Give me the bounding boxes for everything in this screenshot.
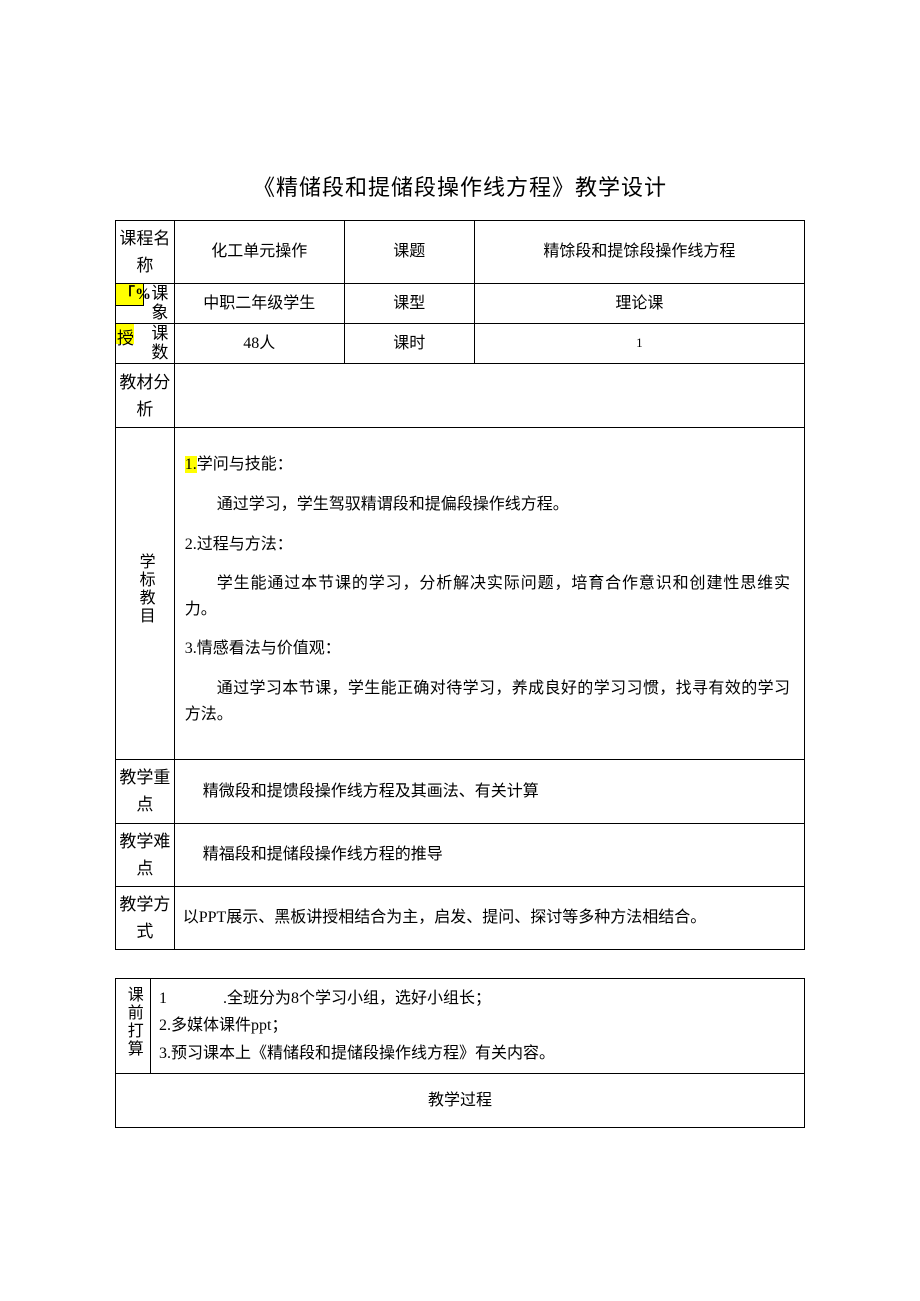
highlight-text: 1. (185, 456, 197, 473)
cell: 课时 (344, 324, 474, 364)
list-item: 3.预习课本上《精储段和提储段操作线方程》有关内容。 (159, 1040, 796, 1067)
corner-mark: 「% (116, 284, 144, 306)
table-row: 教学重点 精微段和提馈段操作线方程及其画法、有关计算 (116, 760, 805, 823)
vertical-label: 学标教目 (132, 553, 158, 625)
num: 1 (159, 990, 167, 1007)
label-char: 授 (117, 325, 134, 352)
lesson-plan-table-2: 课前打算 1 .全班分为8个学习小组，选好小组长； 2.多媒体课件ppt； 3.预… (115, 978, 805, 1128)
row-label: 「% 课象 (116, 284, 175, 324)
row-label: 学标教目 (116, 428, 175, 760)
cell: 精微段和提馈段操作线方程及其画法、有关计算 (174, 760, 804, 823)
table-row: 学标教目 1.学问与技能： 通过学习，学生驾驭精谓段和提偏段操作线方程。 2.过… (116, 428, 805, 760)
table-row: 教学难点 精福段和提储段操作线方程的推导 (116, 823, 805, 886)
vertical-label: 课前打算 (120, 986, 146, 1058)
goals-cell: 1.学问与技能： 通过学习，学生驾驭精谓段和提偏段操作线方程。 2.过程与方法：… (174, 428, 804, 760)
page-title: 《精储段和提储段操作线方程》教学设计 (115, 170, 805, 202)
goals-content: 1.学问与技能： 通过学习，学生驾驭精谓段和提偏段操作线方程。 2.过程与方法：… (185, 452, 790, 727)
cell: 1 .全班分为8个学习小组，选好小组长； 2.多媒体课件ppt； 3.预习课本上《… (151, 979, 805, 1074)
table-row: 授 课数 48人 课时 1 (116, 324, 805, 364)
cell (174, 364, 804, 428)
row-label: 授 课数 (116, 324, 175, 364)
cell: 课题 (344, 221, 474, 284)
row-label: 教学难点 (116, 823, 175, 886)
goal-body: 学生能通过本节课的学习，分析解决实际问题，培育合作意识和创建性思维实力。 (185, 571, 790, 622)
cell: 化工单元操作 (174, 221, 344, 284)
cell: 1 (474, 324, 804, 364)
cell: 48人 (174, 324, 344, 364)
lesson-plan-table-1: 课程名称 化工单元操作 课题 精馀段和提馀段操作线方程 「% 课象 中职二年级学… (115, 220, 805, 950)
table-row: 「% 课象 中职二年级学生 课型 理论课 (116, 284, 805, 324)
goal-heading: 2.过程与方法： (185, 532, 790, 558)
table-row: 教学方式 以PPT展示、黑板讲授相结合为主，启发、提问、探讨等多种方法相结合。 (116, 886, 805, 949)
cell: 中职二年级学生 (174, 284, 344, 324)
table-row: 课前打算 1 .全班分为8个学习小组，选好小组长； 2.多媒体课件ppt； 3.预… (116, 979, 805, 1074)
text: 学问与技能： (197, 456, 293, 473)
goal-heading: 3.情感看法与价值观： (185, 636, 790, 662)
list-item: 1 .全班分为8个学习小组，选好小组长； (159, 985, 796, 1012)
goal-body: 通过学习本节课，学生能正确对待学习，养成良好的学习习惯，找寻有效的学习方法。 (185, 676, 790, 727)
cell: 精福段和提储段操作线方程的推导 (174, 823, 804, 886)
row-label: 教材分析 (116, 364, 175, 428)
label-text: 课数 (146, 325, 174, 362)
cell: 以PPT展示、黑板讲授相结合为主，启发、提问、探讨等多种方法相结合。 (174, 886, 804, 949)
goal-heading: 1.学问与技能： (185, 452, 790, 478)
cell: 精馀段和提馀段操作线方程 (474, 221, 804, 284)
cell: 课型 (344, 284, 474, 324)
text: .全班分为8个学习小组，选好小组长； (223, 990, 491, 1007)
goal-body: 通过学习，学生驾驭精谓段和提偏段操作线方程。 (185, 492, 790, 518)
row-label: 课程名称 (116, 221, 175, 284)
row-label: 课前打算 (116, 979, 151, 1074)
prep-content: 1 .全班分为8个学习小组，选好小组长； 2.多媒体课件ppt； 3.预习课本上《… (159, 985, 796, 1067)
cell: 理论课 (474, 284, 804, 324)
row-label: 教学方式 (116, 886, 175, 949)
row-label: 教学重点 (116, 760, 175, 823)
table-row: 课程名称 化工单元操作 课题 精馀段和提馀段操作线方程 (116, 221, 805, 284)
table-row: 教学过程 (116, 1073, 805, 1128)
section-header: 教学过程 (116, 1073, 805, 1128)
table-row: 教材分析 (116, 364, 805, 428)
list-item: 2.多媒体课件ppt； (159, 1012, 796, 1039)
